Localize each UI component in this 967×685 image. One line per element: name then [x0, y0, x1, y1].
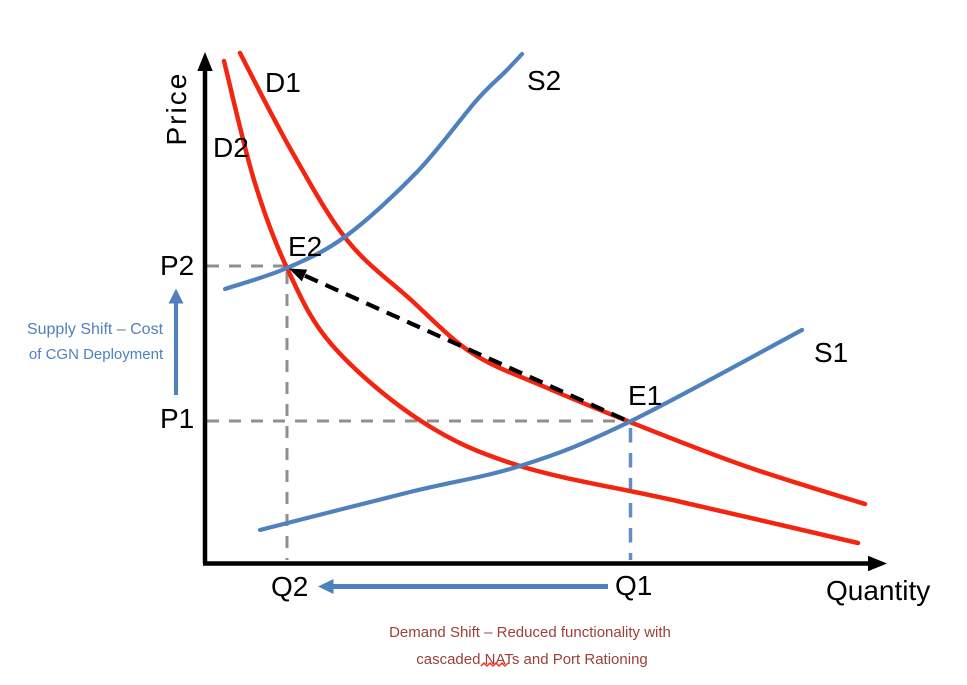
svg-text:Price: Price	[161, 72, 192, 146]
svg-text:P2: P2	[160, 250, 194, 281]
svg-text:E1: E1	[628, 380, 662, 411]
svg-text:D1: D1	[265, 67, 301, 98]
svg-text:S1: S1	[814, 337, 848, 368]
svg-text:cascaded NATs and Port Rationi: cascaded NATs and Port Rationing	[416, 651, 648, 668]
svg-text:Q1: Q1	[615, 570, 652, 601]
svg-text:S2: S2	[527, 65, 561, 96]
svg-text:P1: P1	[160, 403, 194, 434]
svg-text:E2: E2	[288, 231, 322, 262]
svg-text:Q2: Q2	[271, 571, 308, 602]
svg-text:Supply Shift – Cost: Supply Shift – Cost	[27, 321, 164, 338]
svg-text:Quantity: Quantity	[826, 575, 930, 606]
svg-text:Demand Shift – Reduced functio: Demand Shift – Reduced functionality wit…	[389, 624, 671, 641]
svg-text:D2: D2	[213, 132, 249, 163]
svg-text:of CGN Deployment: of CGN Deployment	[29, 346, 164, 363]
